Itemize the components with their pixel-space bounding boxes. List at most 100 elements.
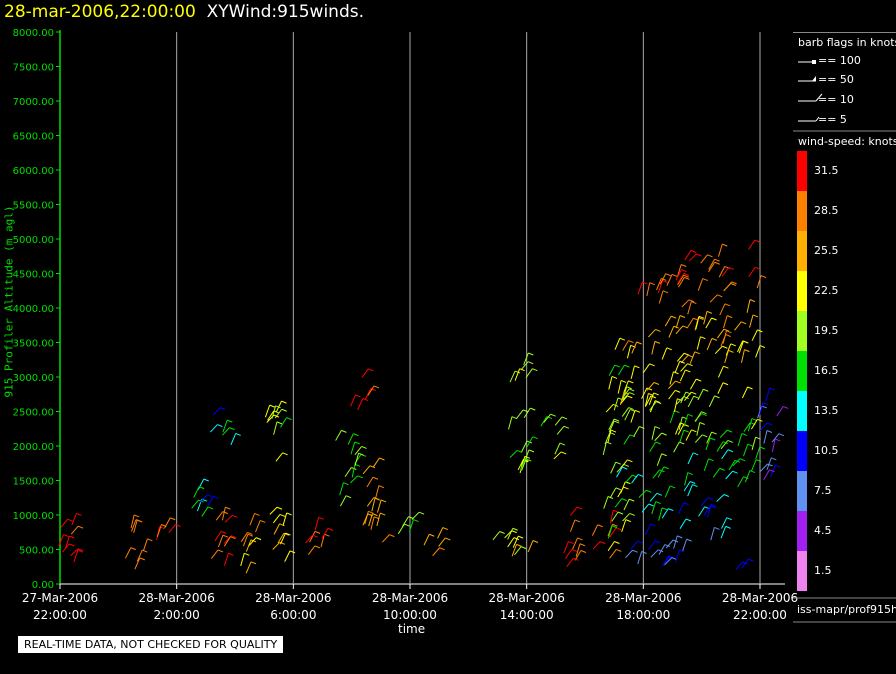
wind-barb xyxy=(516,543,522,547)
wind-barb xyxy=(275,405,281,409)
y-tick-label: 4000.00 xyxy=(13,304,54,315)
wind-barb xyxy=(175,523,181,527)
wind-barb xyxy=(759,422,768,431)
wind-barb xyxy=(691,391,697,395)
wind-barb xyxy=(568,541,574,545)
wind-barb xyxy=(324,533,330,537)
wind-barb xyxy=(368,510,374,514)
y-tick-label: 1000.00 xyxy=(13,511,54,522)
wind-barb xyxy=(742,561,749,565)
wind-barb xyxy=(215,511,224,521)
x-tick-time: 18:00:00 xyxy=(616,608,670,622)
wind-barb xyxy=(624,474,633,484)
flag-legend-mark xyxy=(815,116,820,122)
wind-barb xyxy=(222,427,230,436)
wind-barb xyxy=(668,508,674,512)
wind-barb xyxy=(612,523,618,527)
wind-barb xyxy=(682,538,688,552)
wind-barb xyxy=(711,317,717,321)
wind-barb xyxy=(711,431,717,435)
wind-barb xyxy=(530,407,536,411)
wind-barb xyxy=(525,368,533,379)
wind-barb xyxy=(695,316,700,330)
colorbar-label: 19.5 xyxy=(814,324,839,337)
wind-barb xyxy=(621,498,627,502)
wind-barb xyxy=(668,380,676,389)
x-tick-time: 14:00:00 xyxy=(500,608,554,622)
wind-barb xyxy=(354,441,361,445)
wind-barb xyxy=(514,368,521,381)
wind-barb xyxy=(439,547,445,551)
wind-barb xyxy=(644,523,651,536)
wind-barb xyxy=(685,369,691,373)
wind-barb xyxy=(761,405,767,409)
wind-barb xyxy=(617,511,624,515)
wind-barb xyxy=(719,429,728,439)
wind-barb xyxy=(377,499,382,513)
wind-barb xyxy=(511,544,517,557)
wind-barb xyxy=(523,407,531,419)
colorbar-swatch xyxy=(797,511,807,551)
wind-barb xyxy=(609,549,617,559)
wind-barb xyxy=(272,541,281,550)
wind-barb xyxy=(611,511,619,522)
wind-barb xyxy=(697,278,704,291)
wind-barb xyxy=(716,494,725,502)
wind-barb xyxy=(637,281,643,295)
wind-barb xyxy=(284,550,291,562)
wind-barb xyxy=(651,426,656,440)
wind-barb xyxy=(597,524,603,528)
wind-barb xyxy=(58,534,64,547)
wind-barb xyxy=(614,337,621,350)
wind-barb xyxy=(675,380,681,384)
wind-barb xyxy=(442,527,449,530)
wind-barb xyxy=(554,442,561,455)
wind-barb xyxy=(314,545,321,549)
wind-barb xyxy=(615,527,622,531)
wind-barb xyxy=(619,392,625,405)
wind-barb xyxy=(675,269,682,281)
wind-barb xyxy=(372,476,379,480)
wind-barb xyxy=(673,441,680,453)
wind-barb xyxy=(610,461,617,474)
wind-barb xyxy=(724,303,731,307)
wind-barb xyxy=(648,329,656,338)
wind-barb xyxy=(654,432,663,442)
wind-barb xyxy=(680,391,687,404)
wind-barb xyxy=(276,421,283,425)
wind-barb xyxy=(280,417,287,428)
wind-barb xyxy=(606,441,612,445)
wind-barb xyxy=(335,430,342,441)
wind-barb xyxy=(210,549,219,559)
wind-barb xyxy=(354,446,362,456)
wind-barb xyxy=(273,523,281,535)
wind-barb xyxy=(378,485,385,489)
wind-barb xyxy=(70,525,79,535)
wind-barb xyxy=(504,530,513,539)
wind-barb xyxy=(402,516,409,527)
wind-barb xyxy=(685,518,692,522)
wind-barb xyxy=(724,350,729,364)
wind-barb xyxy=(726,517,732,521)
wind-barb xyxy=(757,405,763,419)
wind-barb xyxy=(373,516,380,520)
wind-barb xyxy=(641,387,648,399)
y-tick-label: 6500.00 xyxy=(13,132,54,143)
flags-legend-title: barb flags in knots xyxy=(798,36,896,49)
wind-barb xyxy=(63,534,69,538)
wind-barb xyxy=(279,532,286,545)
wind-barb xyxy=(381,534,390,543)
wind-barb xyxy=(748,558,754,562)
wind-barb xyxy=(217,424,223,428)
wind-barb xyxy=(769,469,775,473)
wind-barb xyxy=(659,469,665,473)
wind-barb xyxy=(275,452,284,462)
wind-barb xyxy=(339,482,344,496)
wind-barb xyxy=(656,492,663,496)
wind-barb xyxy=(242,534,249,547)
wind-barb xyxy=(232,514,238,518)
wind-barb xyxy=(679,315,686,318)
wind-barb xyxy=(362,513,369,526)
wind-barb xyxy=(727,449,734,453)
wind-barb xyxy=(255,537,262,541)
